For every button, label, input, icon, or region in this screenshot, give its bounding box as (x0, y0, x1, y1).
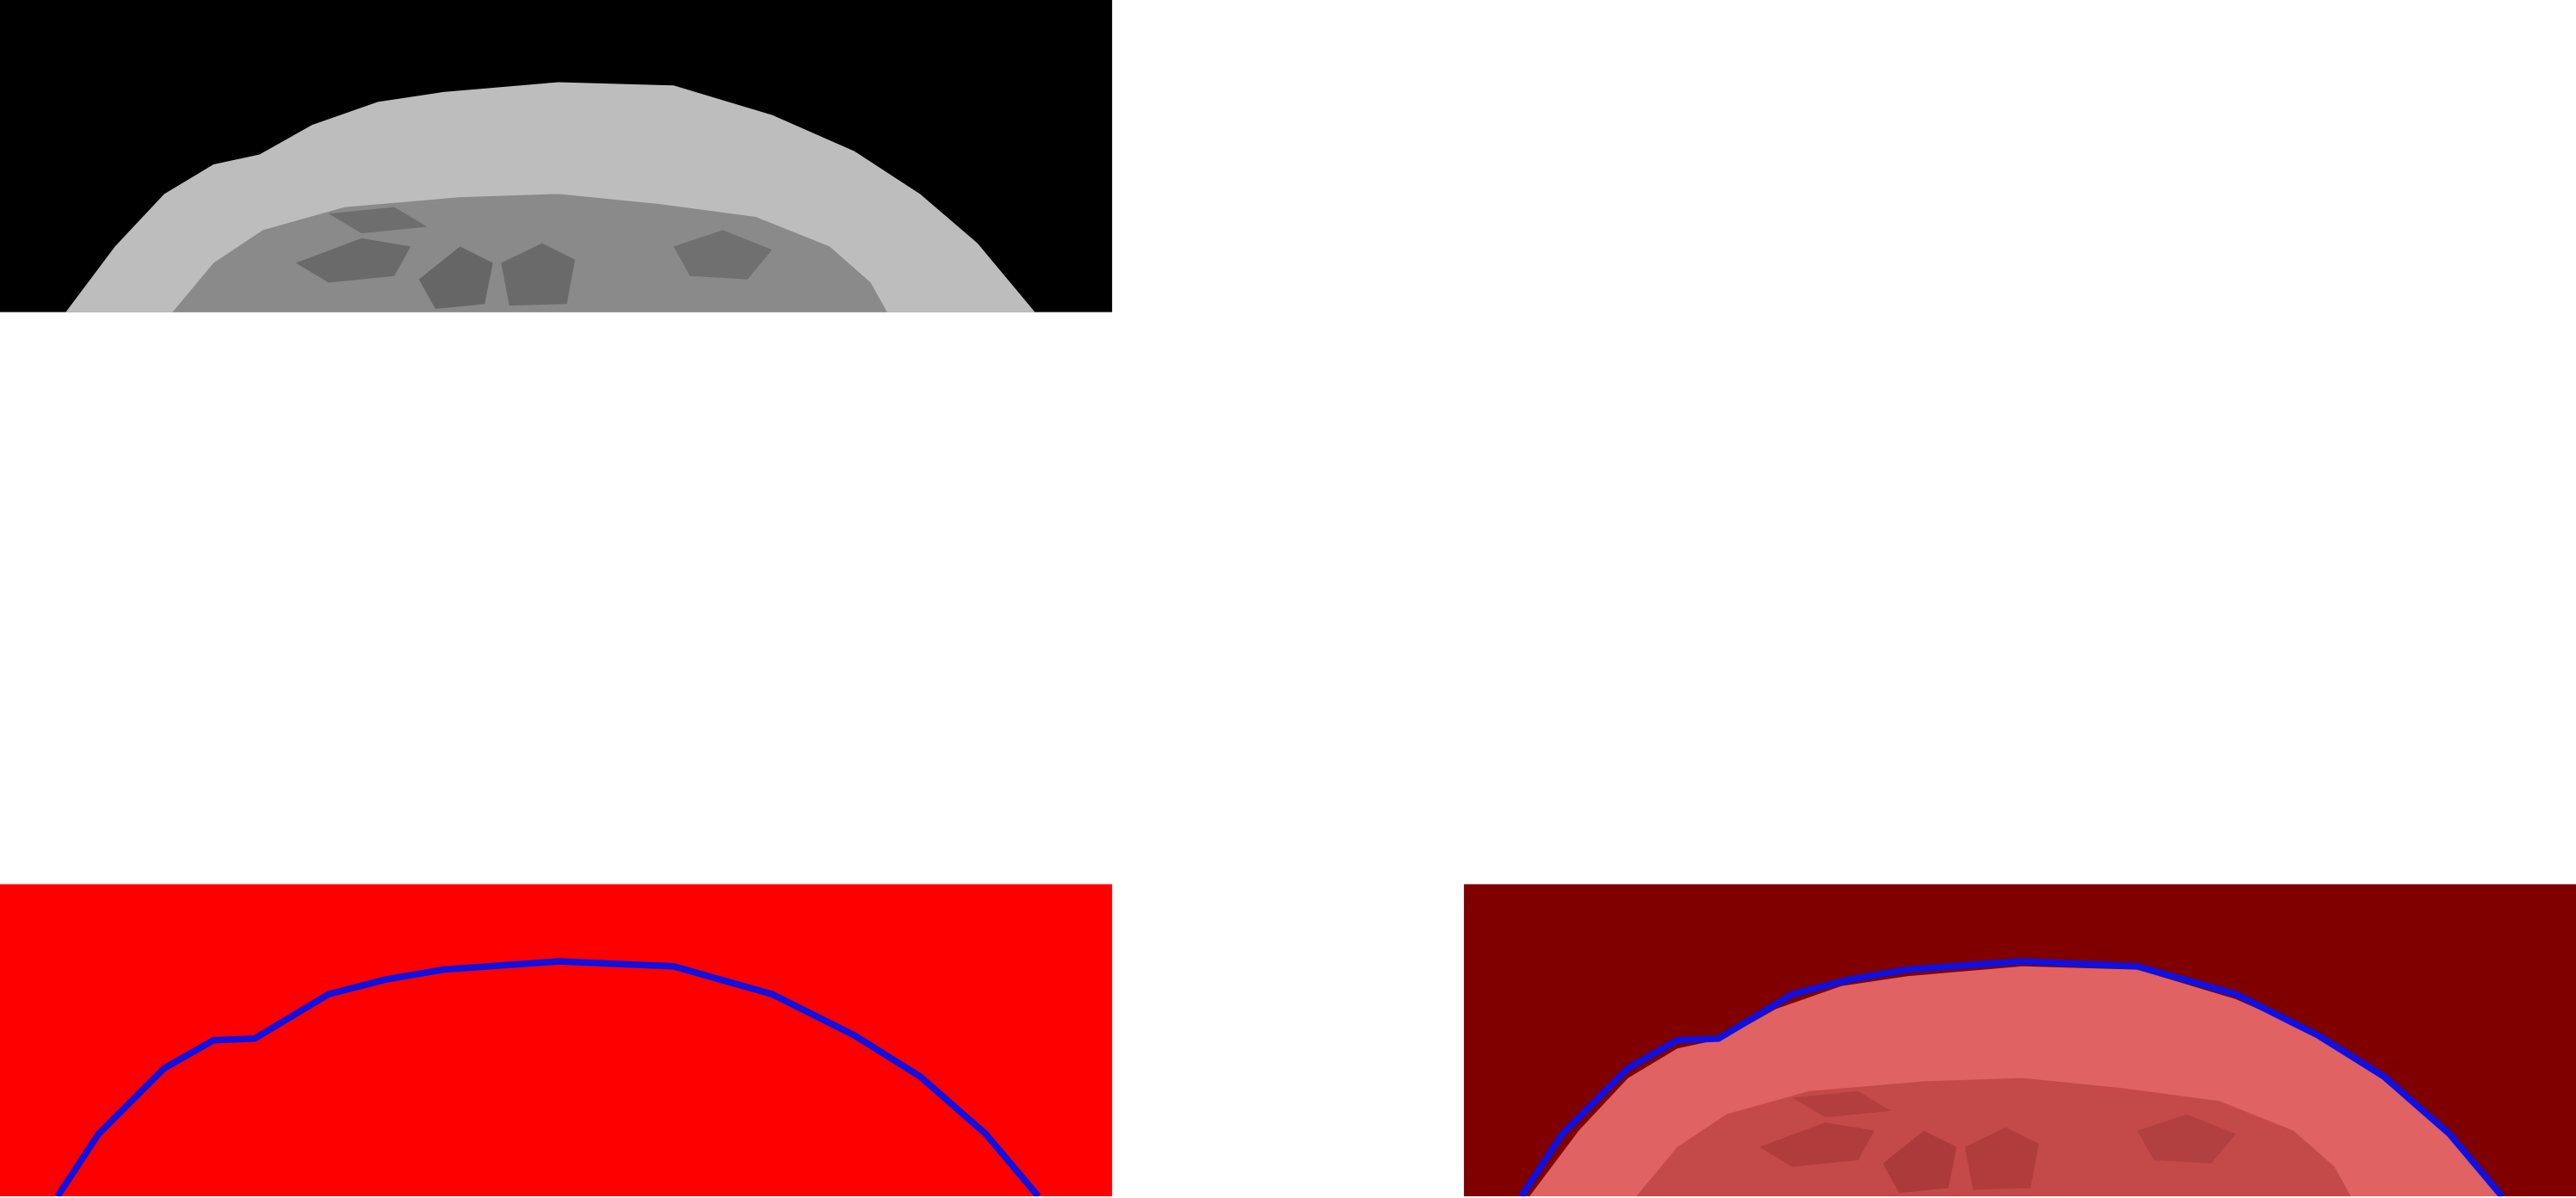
overlay-panel (1463, 884, 2576, 1197)
mask-panel (0, 884, 1113, 1197)
mask (0, 884, 1113, 1197)
mri-panel (0, 0, 1113, 312)
